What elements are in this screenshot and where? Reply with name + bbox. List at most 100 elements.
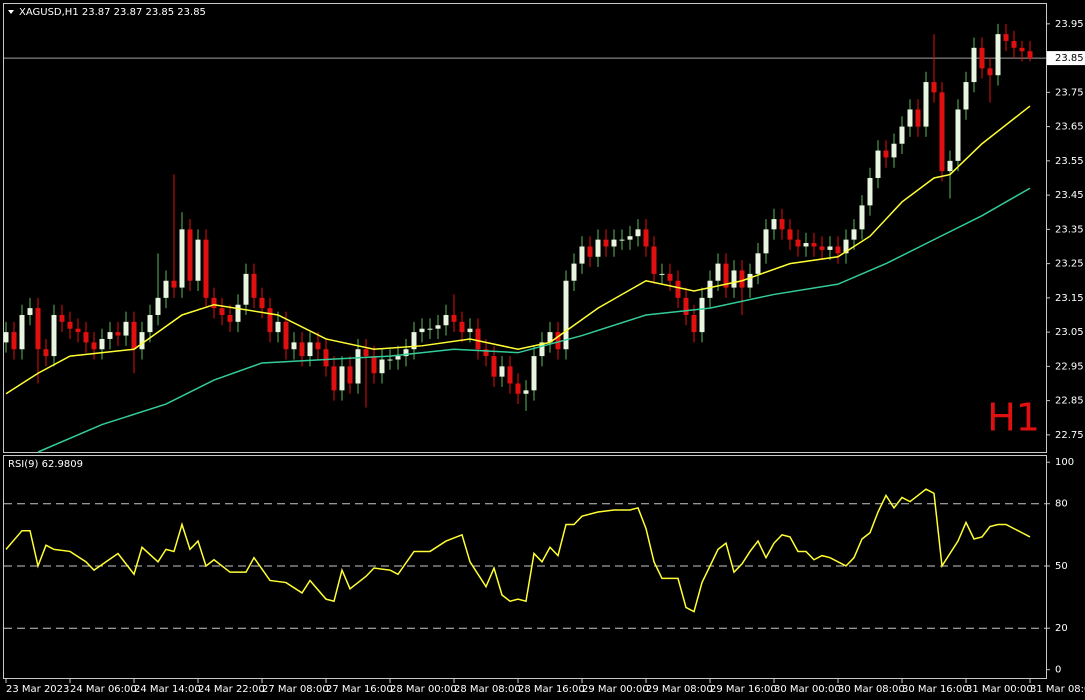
candle-body	[115, 332, 121, 336]
candle-body	[547, 332, 553, 343]
y-tick-label: 22.95	[1055, 361, 1084, 372]
candle-body	[107, 332, 113, 339]
candle-body	[619, 239, 625, 241]
candle-body	[827, 246, 833, 250]
candle-body	[211, 297, 217, 309]
candle-body	[891, 143, 897, 158]
candle-body	[555, 332, 561, 350]
candle-body	[363, 349, 369, 357]
candle-body	[83, 332, 89, 343]
candle-body	[1019, 47, 1025, 52]
rsi-line	[5, 488, 1031, 613]
candle-body	[979, 47, 985, 69]
candle-body	[171, 280, 177, 288]
last-price-box	[1047, 51, 1085, 66]
candle-body	[131, 321, 137, 350]
candle-body	[179, 229, 185, 288]
x-tick-label: 24 Mar 06:00	[70, 684, 137, 695]
candle-body	[819, 246, 825, 250]
candle-body	[667, 273, 673, 281]
candle-body	[467, 328, 473, 333]
candle-body	[339, 366, 345, 391]
candle-body	[507, 366, 513, 384]
candle-body	[75, 328, 81, 333]
candle-body	[1027, 51, 1033, 59]
y-tick-label: 23.45	[1055, 190, 1084, 201]
candle-body	[699, 297, 705, 333]
y-tick-label: 23.05	[1055, 327, 1084, 338]
price-panel	[3, 3, 1047, 453]
candle-body	[3, 332, 9, 343]
candle-body	[275, 321, 281, 333]
candle-body	[899, 126, 905, 144]
candle-body	[227, 314, 233, 322]
candle-body	[707, 280, 713, 298]
candle-body	[955, 109, 961, 161]
watermark: H1	[987, 396, 1040, 440]
candle-body	[931, 82, 937, 93]
candle-body	[811, 243, 817, 247]
candle-body	[627, 236, 633, 240]
candle-body	[571, 263, 577, 281]
candle-body	[539, 342, 545, 357]
candle-body	[323, 349, 329, 367]
candle-body	[643, 229, 649, 247]
candle-body	[19, 314, 25, 350]
candle-body	[659, 273, 665, 275]
candle-body	[147, 314, 153, 333]
candle-body	[603, 239, 609, 247]
y-tick-label: 23.95	[1055, 19, 1084, 30]
candle-body	[387, 359, 393, 361]
candle-body	[907, 109, 913, 127]
y-tick-label: 23.55	[1055, 156, 1084, 167]
candle-body	[779, 219, 785, 230]
x-tick-label: 24 Mar 22:00	[198, 684, 265, 695]
x-tick-label: 29 Mar 00:00	[582, 684, 649, 695]
candle-body	[299, 342, 305, 357]
y-tick-label: 23.15	[1055, 293, 1084, 304]
candle-body	[451, 314, 457, 322]
candle-body	[963, 82, 969, 110]
candle-body	[51, 314, 57, 357]
candle-body	[531, 356, 537, 391]
candle-body	[803, 243, 809, 247]
candle-body	[515, 383, 521, 394]
candle-body	[403, 349, 409, 357]
y-tick-label: 23.65	[1055, 122, 1084, 133]
candle-body	[59, 314, 65, 322]
candle-body	[731, 270, 737, 288]
candle-body	[739, 270, 745, 288]
candle-body	[475, 328, 481, 350]
candle-body	[139, 332, 145, 350]
candle-body	[43, 349, 49, 357]
candle-body	[459, 321, 465, 333]
x-tick-label: 27 Mar 08:00	[262, 684, 329, 695]
y-tick-label: 80	[1055, 499, 1068, 510]
candle-body	[395, 356, 401, 360]
candle-body	[347, 366, 353, 384]
price-title: XAGUSD,H1 23.87 23.87 23.85 23.85	[19, 7, 206, 18]
candle-body	[283, 321, 289, 350]
candle-body	[939, 92, 945, 172]
candle-body	[923, 82, 929, 127]
rsi-panel	[3, 455, 1047, 679]
candle-body	[851, 229, 857, 240]
x-tick-label: 28 Mar 08:00	[454, 684, 521, 695]
candle-body	[91, 342, 97, 350]
candle-body	[419, 328, 425, 333]
candle-body	[203, 239, 209, 298]
candle-body	[875, 150, 881, 178]
candle-body	[491, 356, 497, 377]
candle-body	[251, 273, 257, 298]
candle-body	[1011, 40, 1017, 48]
candle-body	[971, 47, 977, 83]
candle-body	[427, 328, 433, 330]
candle-body	[771, 219, 777, 230]
candle-body	[579, 246, 585, 264]
candle-body	[995, 34, 1001, 76]
x-tick-label: 31 Mar 08:00	[1030, 684, 1085, 695]
y-tick-label: 100	[1055, 457, 1074, 468]
candle-body	[155, 297, 161, 315]
menu-arrow[interactable]	[8, 10, 14, 14]
